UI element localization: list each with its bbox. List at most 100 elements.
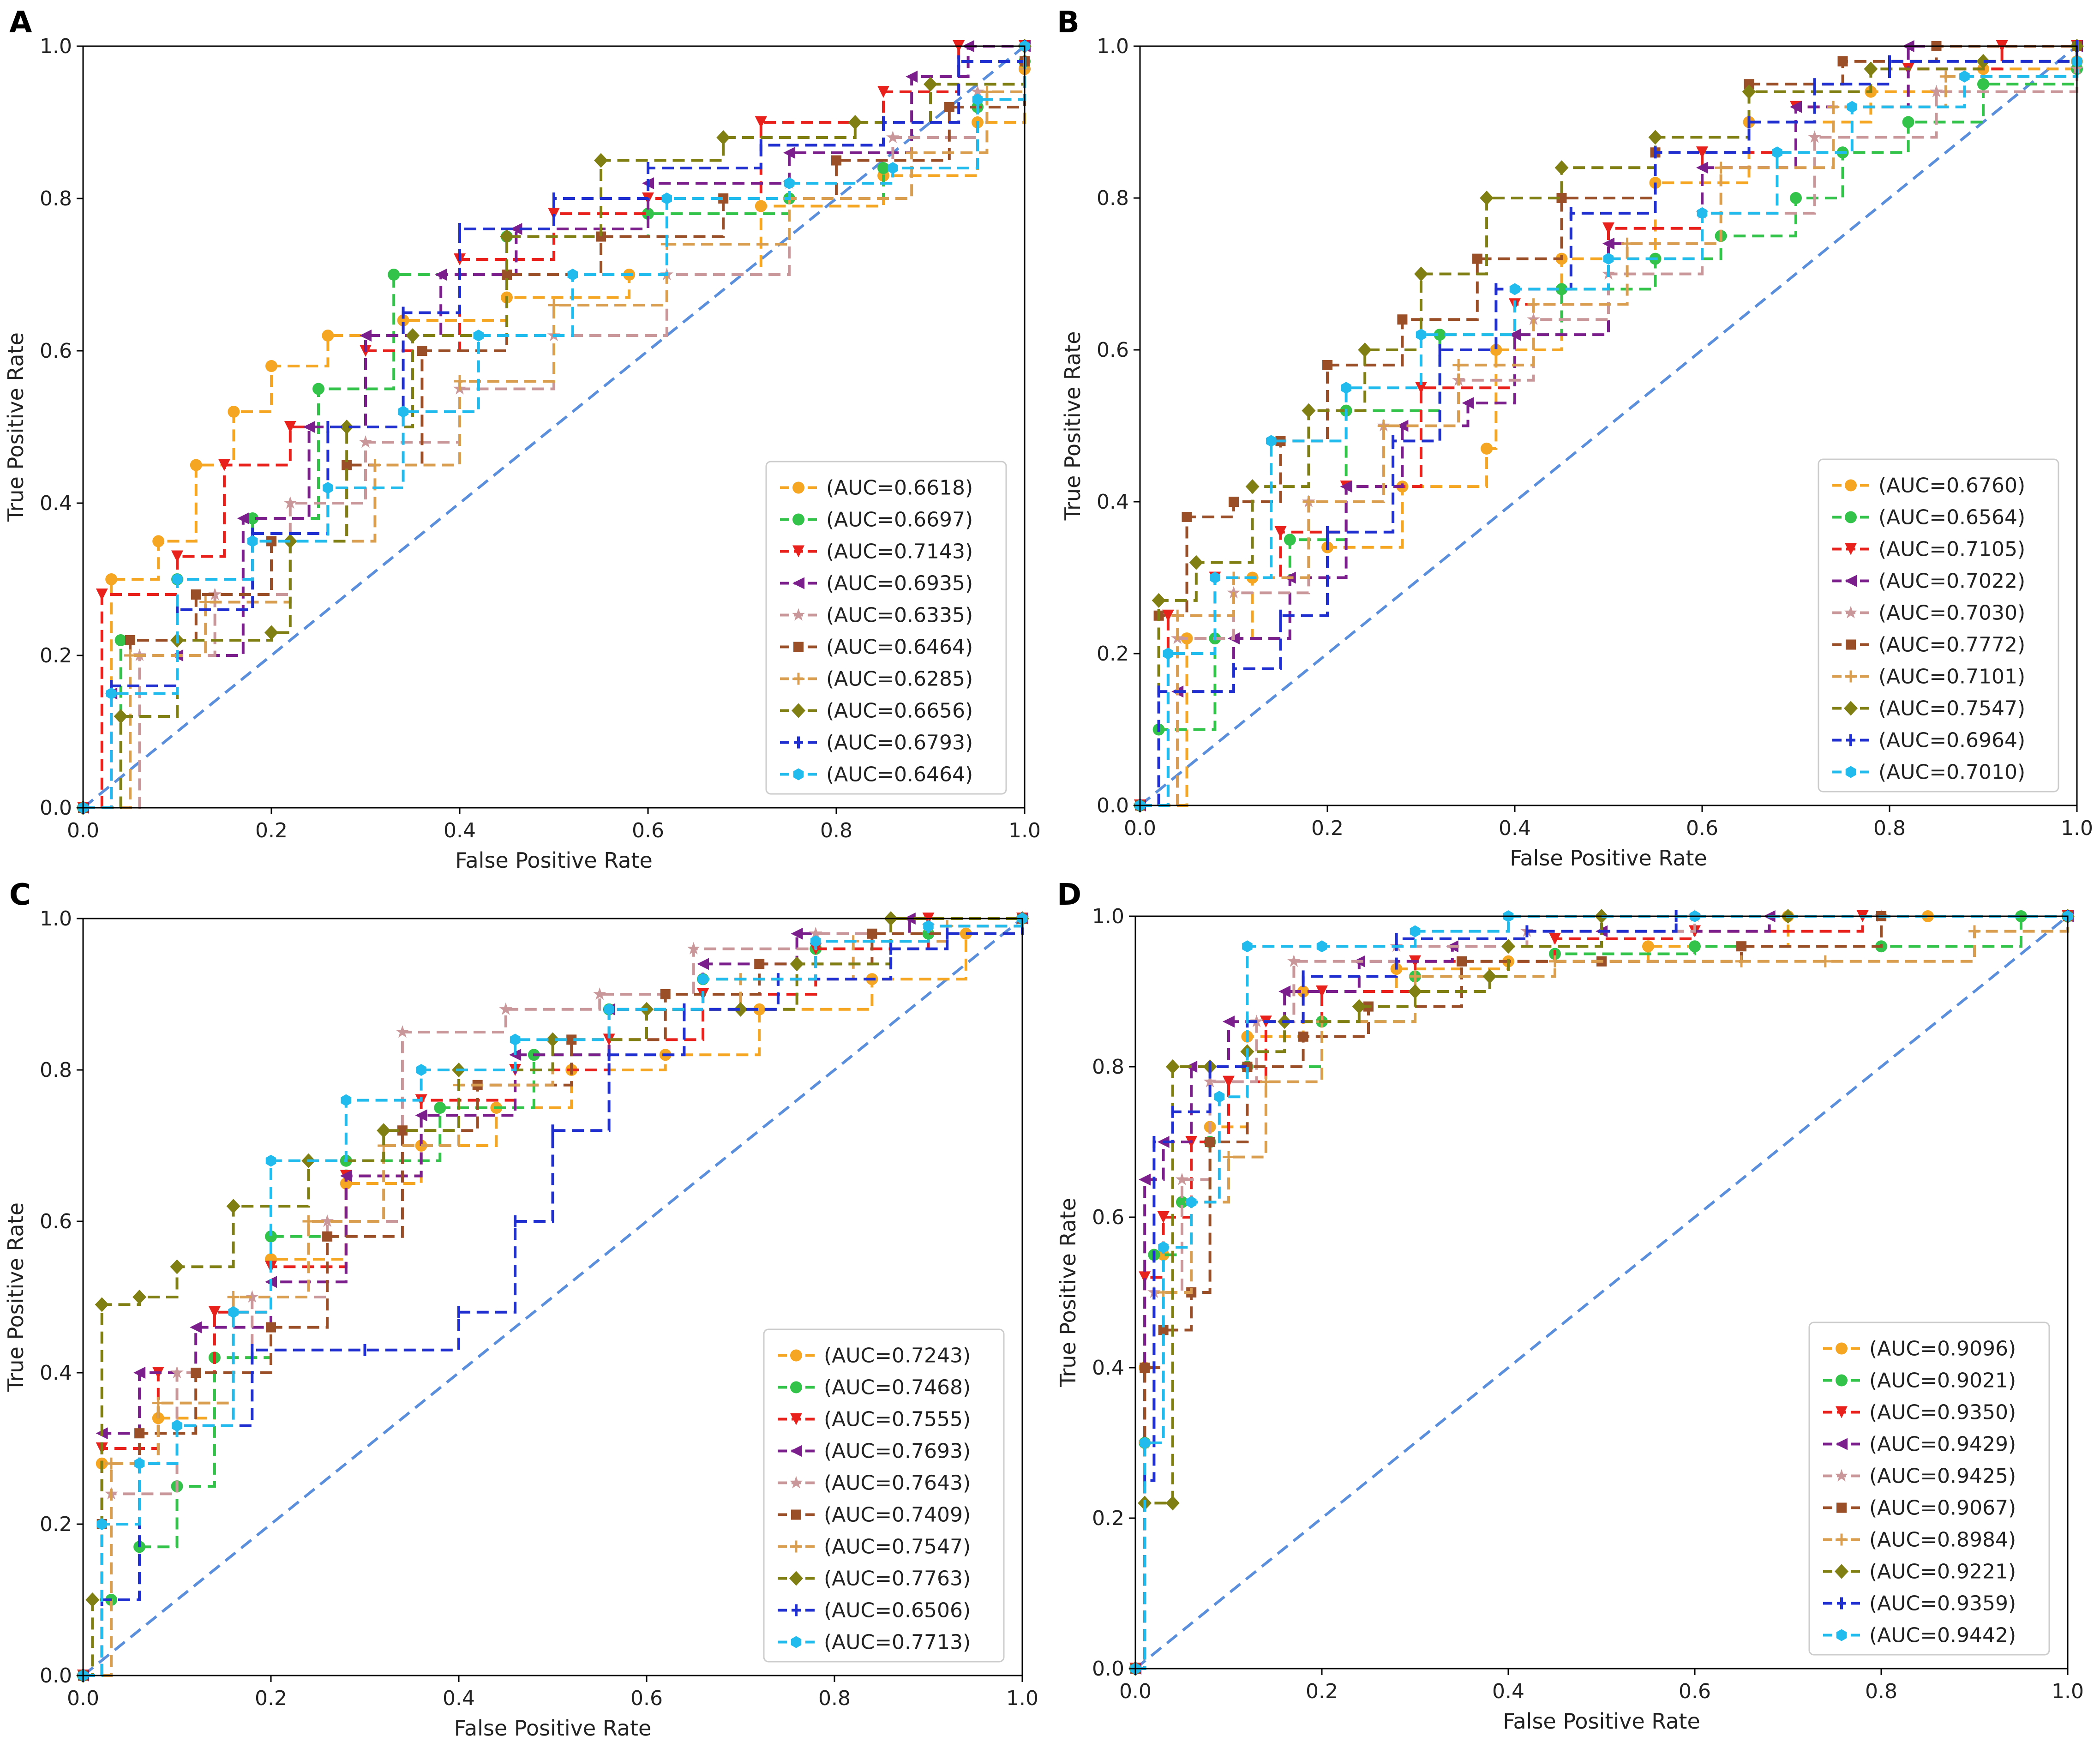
legend-entry-c-2: (AUC=0.7468) — [778, 1376, 971, 1400]
x-tick-label-b-0: 0.0 — [1124, 817, 1156, 840]
series-point-c-8-13 — [790, 956, 804, 972]
x-axis-title-a: False Positive Rate — [455, 848, 653, 873]
plot-frame-d — [1134, 915, 2069, 1670]
legend-marker-c-6 — [791, 1509, 801, 1520]
legend-label-b-3: (AUC=0.7105) — [1878, 538, 2025, 561]
series-point-d-6-11 — [1736, 941, 1746, 952]
series-point-d-10-2 — [1139, 1437, 1150, 1449]
panel-d: D 0.0 0.2 0.4 0.6 0.8 1.0 0.0 0.2 0.4 0.6 0.8 1.0 Fal… — [1056, 878, 2084, 1734]
plot-frame-a — [82, 45, 1026, 809]
series-point-d-6-3 — [1158, 1325, 1169, 1335]
series-point-d-7-5 — [1223, 1151, 1235, 1163]
series-point-a-2-5 — [312, 383, 324, 395]
legend-entry-a-10: (AUC=0.6464) — [780, 763, 973, 787]
series-point-b-4-11 — [1790, 101, 1802, 113]
panel-letter-d: D — [1057, 878, 1081, 912]
legend-entry-d-6: (AUC=0.9067) — [1823, 1496, 2016, 1520]
y-tick-label-b-0: 0.0 — [1097, 794, 1129, 817]
legend-label-a-6: (AUC=0.6464) — [826, 636, 973, 659]
y-tick-label-c-1: 0.2 — [40, 1513, 72, 1536]
series-point-c-6-5 — [266, 1322, 276, 1333]
legend-marker-c-4 — [790, 1445, 802, 1457]
series-point-b-4-7 — [1462, 397, 1474, 409]
y-tick-label-d-5: 1.0 — [1092, 905, 1124, 928]
series-point-a-3-2 — [96, 589, 108, 601]
legend-marker-d-8 — [1835, 1564, 1848, 1579]
legend-entry-c-6: (AUC=0.7409) — [778, 1503, 971, 1527]
series-point-a-2-10 — [877, 162, 889, 174]
plot-frame-b — [1139, 45, 2078, 806]
series-b-8 — [1133, 39, 2084, 813]
panel-b: B 0.0 0.2 0.4 0.6 0.8 1.0 0.0 0.2 0.4 0.6 0.8 1.0 Fal… — [1057, 6, 2093, 871]
series-point-d-7-11 — [1819, 955, 1831, 967]
y-tick-label-c-3: 0.6 — [40, 1210, 72, 1233]
panel-letter-b: B — [1057, 6, 1080, 40]
legend-label-c-7: (AUC=0.7547) — [824, 1535, 971, 1559]
legend-d: (AUC=0.9096) (AUC=0.9021) (AUC=0.9350) (AUC… — [1808, 1322, 2050, 1656]
series-point-b-10-3 — [1210, 571, 1220, 584]
series-point-a-7-7 — [548, 299, 560, 311]
series-point-b-8-7 — [1414, 266, 1428, 282]
legend-label-a-3: (AUC=0.7143) — [826, 540, 973, 564]
legend-entry-a-5: (AUC=0.6335) — [780, 604, 973, 627]
series-point-c-5-5 — [320, 1214, 334, 1227]
series-point-b-8-10 — [1648, 130, 1662, 145]
legend-label-a-7: (AUC=0.6285) — [826, 667, 973, 691]
series-point-a-6-2 — [125, 635, 135, 645]
x-tick-label-a-3: 0.6 — [632, 819, 664, 842]
legend-marker-d-5 — [1835, 1469, 1848, 1482]
legend-label-b-7: (AUC=0.7101) — [1878, 665, 2025, 689]
x-tick-label-d-4: 0.8 — [1865, 1680, 1897, 1703]
series-point-a-8-4 — [264, 625, 278, 640]
series-point-a-1-6 — [265, 360, 277, 372]
legend-marker-b-10 — [1845, 766, 1856, 778]
legend-label-c-8: (AUC=0.7763) — [824, 1567, 971, 1591]
legend-entry-d-7: (AUC=0.8984) — [1823, 1528, 2016, 1552]
y-tick-label-a-0: 0.0 — [40, 796, 72, 820]
series-point-b-6-12 — [1837, 56, 1848, 66]
series-point-c-6-11 — [754, 959, 765, 969]
legend-label-a-4: (AUC=0.6935) — [826, 572, 973, 595]
series-point-d-2-10 — [1689, 940, 1701, 953]
series-point-a-10-5 — [323, 482, 333, 494]
y-tick-label-b-5: 1.0 — [1097, 35, 1129, 58]
series-point-a-5-4 — [283, 496, 297, 509]
legend-marker-c-1 — [790, 1349, 802, 1362]
legend-marker-d-4 — [1836, 1438, 1848, 1450]
legend-entry-d-3: (AUC=0.9350) — [1823, 1401, 2016, 1424]
legend-marker-a-1 — [792, 481, 804, 494]
series-point-b-10-2 — [1163, 648, 1174, 660]
series-b-10 — [1134, 55, 2082, 811]
series-point-b-7-5 — [1377, 420, 1390, 432]
legend-label-c-10: (AUC=0.7713) — [824, 1631, 971, 1654]
series-point-a-7-10 — [906, 147, 918, 159]
series-point-a-7-11 — [981, 86, 993, 98]
series-point-b-2-10 — [1790, 192, 1802, 204]
y-tick-label-d-3: 0.6 — [1092, 1206, 1124, 1229]
series-point-a-4-6 — [360, 330, 372, 342]
series-point-a-6-10 — [831, 155, 841, 166]
legend-entry-a-6: (AUC=0.6464) — [780, 636, 973, 659]
legend-label-c-9: (AUC=0.6506) — [824, 1599, 971, 1622]
series-point-b-5-10 — [1808, 130, 1821, 143]
series-point-c-8-5 — [170, 1259, 184, 1274]
series-point-b-7-9 — [1715, 162, 1727, 174]
series-point-a-10-6 — [398, 406, 408, 418]
series-point-b-8-6 — [1358, 342, 1372, 357]
series-point-a-10-7 — [473, 330, 484, 342]
series-point-b-8-4 — [1245, 479, 1260, 494]
series-point-a-1-2 — [105, 573, 118, 585]
legend-entry-d-8: (AUC=0.9221) — [1823, 1560, 2016, 1584]
x-tick-label-b-1: 0.2 — [1311, 817, 1344, 840]
series-point-d-8-3 — [1165, 1496, 1180, 1511]
panel-letter-c: C — [9, 878, 31, 912]
series-point-d-7-12 — [1968, 925, 1980, 937]
legend-entry-b-3: (AUC=0.7105) — [1832, 538, 2025, 561]
series-point-b-6-11 — [1744, 79, 1754, 90]
series-point-b-4-9 — [1602, 237, 1614, 250]
series-point-d-6-6 — [1242, 1062, 1253, 1072]
x-tick-label-d-2: 0.4 — [1492, 1680, 1524, 1703]
series-point-a-6-7 — [502, 270, 512, 280]
series-point-b-2-13 — [1977, 78, 1989, 90]
